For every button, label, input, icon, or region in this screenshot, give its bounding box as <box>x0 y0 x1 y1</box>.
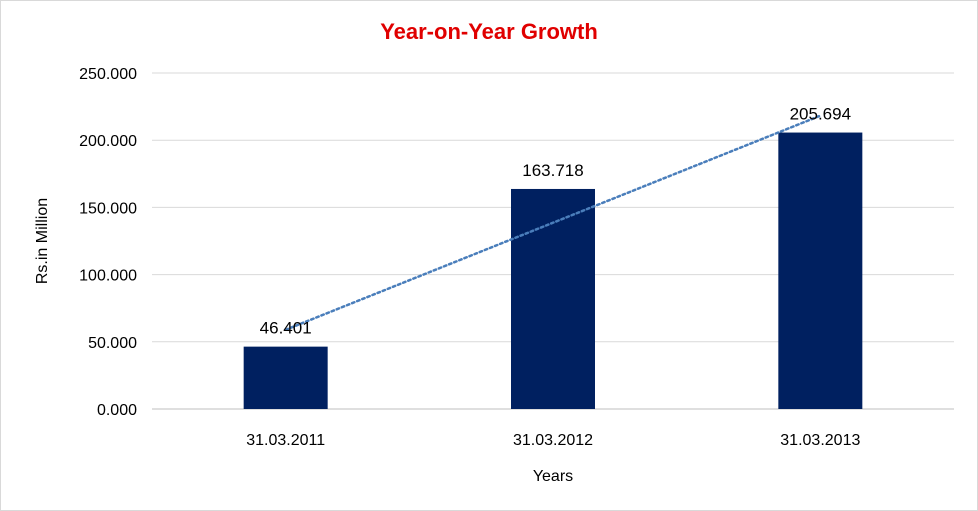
y-tick-label: 50.000 <box>88 335 137 352</box>
y-tick-label: 100.000 <box>79 268 137 285</box>
x-tick-label: 31.03.2013 <box>780 432 860 449</box>
data-label: 163.718 <box>522 161 583 180</box>
y-tick-label: 0.000 <box>97 402 137 419</box>
chart-title: Year-on-Year Growth <box>380 19 598 44</box>
bar <box>511 188 595 409</box>
trendline <box>284 114 822 332</box>
trendline-path <box>284 114 822 332</box>
y-tick-label: 200.000 <box>79 133 137 150</box>
data-label: 46.401 <box>260 319 312 338</box>
x-tick-label: 31.03.2011 <box>246 432 325 449</box>
data-labels: 46.401 163.718 205.694 <box>260 105 851 338</box>
bar <box>778 132 863 410</box>
x-tick-label: 31.03.2012 <box>513 432 593 449</box>
y-axis-title: Rs.in Million <box>34 198 51 284</box>
y-axis-ticks: 0.000 50.000 100.000 150.000 200.000 250.000 <box>79 66 137 419</box>
y-tick-label: 150.000 <box>79 200 137 217</box>
x-axis-title: Years <box>533 468 573 485</box>
x-axis-ticks: 31.03.2011 31.03.2012 31.03.2013 <box>246 432 860 449</box>
y-tick-label: 250.000 <box>79 66 137 83</box>
bars <box>243 132 863 410</box>
data-label: 205.694 <box>790 105 851 124</box>
bar <box>243 346 328 409</box>
